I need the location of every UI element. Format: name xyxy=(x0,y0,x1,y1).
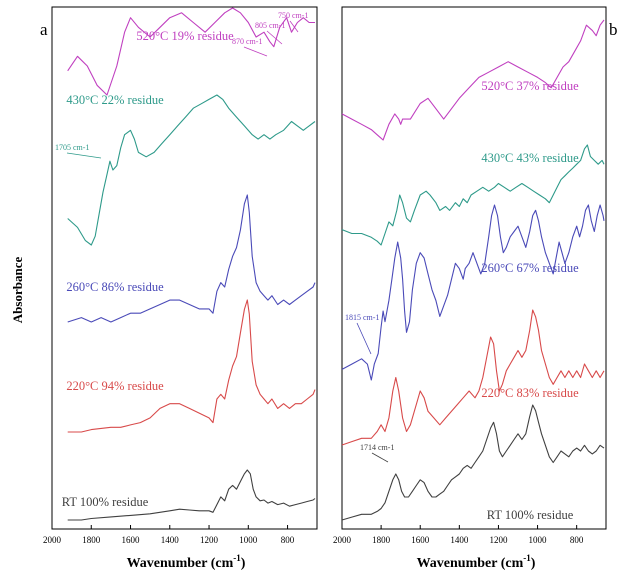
x-tick-label: 1200 xyxy=(200,535,219,545)
series-label: 260°C 86% residue xyxy=(66,280,164,294)
series-label: 520°C 19% residue xyxy=(136,29,234,43)
x-tick-label: 1800 xyxy=(372,535,391,545)
peak-annotation: 750 cm-1 xyxy=(278,11,308,20)
x-axis-label-a-sup: -1 xyxy=(233,553,241,563)
x-tick-label: 1600 xyxy=(411,535,430,545)
panel-b-label: b xyxy=(609,20,618,39)
annotation-leader xyxy=(243,46,268,57)
panel-a-label: a xyxy=(40,20,48,39)
series-line xyxy=(341,144,605,246)
series-label: 520°C 37% residue xyxy=(481,79,579,93)
x-tick-label: 2000 xyxy=(333,535,352,545)
x-axis-label-a: Wavenumber (cm-1) xyxy=(127,553,246,571)
series-line xyxy=(67,469,316,521)
series-line xyxy=(67,194,316,323)
annotation-leader xyxy=(356,322,372,355)
peak-annotation: 1705 cm-1 xyxy=(55,143,89,152)
peak-annotation: 870 cm-1 xyxy=(232,37,262,46)
x-axis-label-a-end: ) xyxy=(241,556,246,571)
y-axis-label: Absorbance xyxy=(10,257,25,324)
series-label: RT 100% residue xyxy=(62,495,149,509)
x-axis-label-b-text: Wavenumber (cm xyxy=(417,556,524,571)
series-label: 220°C 94% residue xyxy=(66,379,164,393)
series-line xyxy=(341,204,605,381)
series-label: 430°C 22% residue xyxy=(66,93,164,107)
series-line xyxy=(341,19,605,141)
series-line xyxy=(67,7,315,96)
x-axis-label-a-text: Wavenumber (cm xyxy=(127,556,234,571)
series-line xyxy=(341,309,605,446)
series-label: 430°C 43% residue xyxy=(481,151,579,165)
x-tick-label: 1400 xyxy=(450,535,469,545)
x-tick-label: 2000 xyxy=(43,535,62,545)
series-line xyxy=(67,94,316,246)
panel-a-frame xyxy=(51,6,318,530)
series-line xyxy=(67,299,316,433)
annotation-leader xyxy=(289,20,299,33)
x-tick-label: 1000 xyxy=(239,535,258,545)
x-tick-label: 1600 xyxy=(122,535,141,545)
peak-annotation: 1714 cm-1 xyxy=(360,443,394,452)
plot-layer: 2000 1800 1600 1400 1200 1000 800 520°C 19% res… xyxy=(43,7,605,545)
x-tick-label: 1200 xyxy=(489,535,508,545)
annotation-leader xyxy=(66,152,102,159)
series-label: 260°C 67% residue xyxy=(481,261,579,275)
x-tick-label: 1400 xyxy=(161,535,180,545)
annotation-leader xyxy=(371,452,389,463)
series-label: RT 100% residue xyxy=(487,508,574,522)
panel-b-frame xyxy=(341,6,607,530)
x-tick-label: 1800 xyxy=(82,535,101,545)
x-tick-label: 800 xyxy=(281,535,295,545)
series-label: 220°C 83% residue xyxy=(481,386,579,400)
x-axis-label-b: Wavenumber (cm-1) xyxy=(417,553,536,571)
series-line xyxy=(341,404,605,521)
panel-a: 2000 1800 1600 1400 1200 1000 800 520°C 19% res… xyxy=(43,7,316,545)
x-tick-label: 1000 xyxy=(529,535,548,545)
x-tick-label: 800 xyxy=(570,535,584,545)
panel-b: 2000 1800 1600 1400 1200 1000 800 520°C 37% res… xyxy=(333,19,605,545)
x-axis-label-b-end: ) xyxy=(531,556,536,571)
x-axis-label-b-sup: -1 xyxy=(523,553,531,563)
peak-annotation: 805 cm-1 xyxy=(255,21,285,30)
peak-annotation: 1815 cm-1 xyxy=(345,313,379,322)
annotation-leader xyxy=(266,30,283,45)
